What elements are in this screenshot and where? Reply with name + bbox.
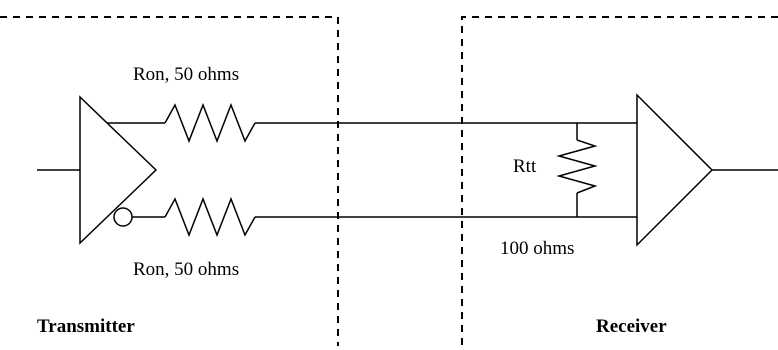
ron-top-resistor <box>164 102 256 144</box>
receiver-boundary <box>461 16 778 346</box>
ron-bottom-label: Ron, 50 ohms <box>133 259 239 280</box>
rtt-resistor <box>556 139 598 194</box>
ron-top-label: Ron, 50 ohms <box>133 64 239 85</box>
ron-bottom-resistor <box>164 196 256 238</box>
inverter-bubble <box>113 207 133 227</box>
driver-buffer-symbol <box>79 95 158 245</box>
transmitter-label: Transmitter <box>37 316 135 337</box>
transmitter-boundary <box>0 16 339 346</box>
receiver-label: Receiver <box>596 316 667 337</box>
rtt-label: Rtt <box>513 156 537 177</box>
receiver-buffer-symbol <box>636 93 714 247</box>
rtt-value-label: 100 ohms <box>500 238 574 259</box>
